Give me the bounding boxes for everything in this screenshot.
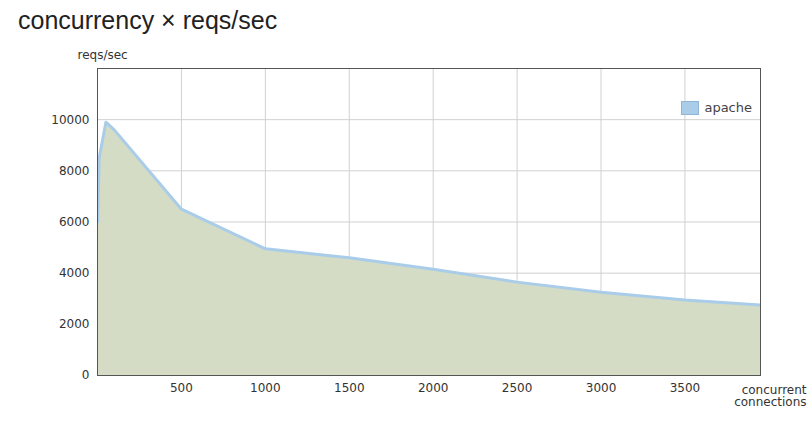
svg-text:500: 500 [170,381,193,395]
svg-text:1500: 1500 [334,381,365,395]
svg-text:concurrentconnections: concurrentconnections [734,383,807,409]
svg-text:2000: 2000 [418,381,449,395]
svg-text:3000: 3000 [586,381,617,395]
svg-text:reqs/sec: reqs/sec [78,48,128,62]
svg-text:1000: 1000 [250,381,281,395]
svg-text:4000: 4000 [59,266,90,280]
svg-text:8000: 8000 [59,164,90,178]
svg-text:0: 0 [82,368,90,382]
svg-text:2500: 2500 [502,381,533,395]
html-text:concurrency × reqs/sec: concurrency × reqs/sec [18,6,278,34]
svg-text:3500: 3500 [670,381,701,395]
svg-text:6000: 6000 [59,215,90,229]
svg-text:10000: 10000 [51,113,89,127]
html-text:apache: apache [704,100,752,115]
svg-text:2000: 2000 [59,317,90,331]
